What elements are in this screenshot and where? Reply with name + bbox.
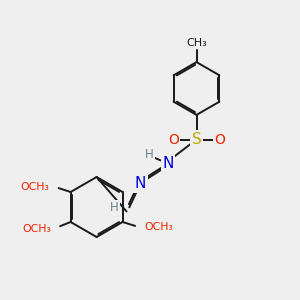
Text: N: N [135,176,146,191]
Text: CH₃: CH₃ [186,38,207,48]
Text: O: O [168,133,179,146]
Text: H: H [145,148,154,161]
Text: OCH₃: OCH₃ [22,224,51,234]
Text: O: O [214,133,225,146]
Text: OCH₃: OCH₃ [144,222,173,233]
Text: H: H [110,201,118,214]
Text: S: S [192,132,201,147]
Text: OCH₃: OCH₃ [20,182,49,192]
Text: N: N [162,156,174,171]
